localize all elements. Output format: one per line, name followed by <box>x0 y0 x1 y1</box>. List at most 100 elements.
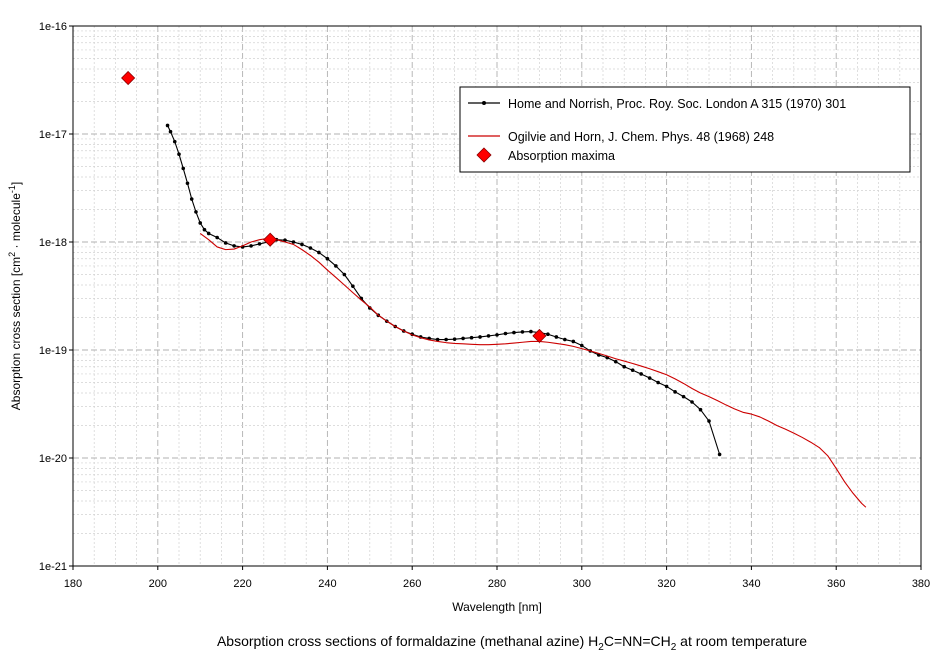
x-tick-label: 380 <box>912 578 930 590</box>
y-tick-label: 1e-21 <box>39 561 67 573</box>
data-point-home-norrish <box>317 250 321 255</box>
data-point-home-norrish <box>249 244 253 248</box>
data-point-home-norrish <box>698 407 703 412</box>
data-point-home-norrish <box>630 368 635 373</box>
y-tick-label: 1e-20 <box>39 453 67 465</box>
axis-ticks: 180 200 220 240 260 280 300 320 340 360 380 1e-21 1e… <box>39 21 930 590</box>
data-point-home-norrish <box>435 337 440 342</box>
x-tick-label: 280 <box>488 578 506 590</box>
chart-caption: Absorption cross sections of formaldazin… <box>217 633 807 653</box>
data-point-home-norrish <box>512 330 516 335</box>
x-tick-label: 260 <box>403 578 421 590</box>
y-axis-title-part: ] <box>9 182 23 185</box>
data-point-home-norrish <box>546 332 550 337</box>
legend-swatch-home-norrish-marker <box>482 101 486 105</box>
y-axis-title: Absorption cross section [cm2 · molecule… <box>7 182 23 410</box>
x-tick-label: 200 <box>149 578 167 590</box>
x-tick-label: 320 <box>657 578 675 590</box>
data-point-home-norrish <box>206 231 211 236</box>
data-point-absorption-maxima <box>532 328 547 343</box>
data-point-absorption-maxima <box>263 232 278 247</box>
legend-label-ogilvie-horn: Ogilvie and Horn, J. Chem. Phys. 48 (196… <box>508 130 774 144</box>
data-point-home-norrish <box>300 242 304 247</box>
x-axis-title: Wavelength [nm] <box>452 600 542 614</box>
y-axis-title-sup: 2 <box>7 252 17 257</box>
data-point-absorption-maxima <box>121 70 136 86</box>
data-point-home-norrish <box>563 337 567 342</box>
data-point-home-norrish <box>571 339 576 344</box>
legend: Home and Norrish, Proc. Roy. Soc. London… <box>459 86 911 173</box>
data-point-home-norrish <box>257 242 262 246</box>
data-point-home-norrish <box>198 221 202 225</box>
data-point-home-norrish <box>613 359 618 364</box>
y-axis-title-part: Absorption cross section [cm <box>9 257 23 410</box>
data-point-home-norrish <box>177 152 181 157</box>
data-point-home-norrish <box>308 246 313 250</box>
data-point-home-norrish <box>165 123 170 128</box>
data-point-home-norrish <box>172 139 177 144</box>
data-point-home-norrish <box>215 235 219 240</box>
x-tick-label: 340 <box>742 578 760 590</box>
y-tick-label: 1e-19 <box>39 345 67 357</box>
y-tick-label: 1e-16 <box>39 21 67 33</box>
x-tick-label: 240 <box>318 578 336 590</box>
data-point-home-norrish <box>232 244 236 248</box>
caption-part: Absorption cross sections of formaldazin… <box>217 633 598 649</box>
data-point-home-norrish <box>690 400 694 404</box>
legend-swatch-absorption-maxima <box>476 147 492 163</box>
x-tick-label: 300 <box>573 578 591 590</box>
data-point-home-norrish <box>181 166 186 171</box>
data-point-home-norrish <box>185 181 190 186</box>
data-point-home-norrish <box>368 306 372 310</box>
data-point-home-norrish <box>334 264 338 268</box>
y-tick-label: 1e-17 <box>39 129 67 141</box>
data-point-home-norrish <box>325 256 330 261</box>
y-tick-label: 1e-18 <box>39 237 67 249</box>
data-point-home-norrish <box>647 376 652 380</box>
series-line-ogilvie-horn <box>199 233 867 508</box>
caption-subscript: 2 <box>598 642 604 653</box>
series-home-norrish <box>165 123 722 457</box>
data-point-home-norrish <box>452 337 457 341</box>
caption-subscript: 2 <box>671 642 677 653</box>
caption-part: C=NN=CH <box>604 633 671 649</box>
caption-part: at room temperature <box>676 633 807 649</box>
data-point-home-norrish <box>656 380 660 385</box>
data-point-home-norrish <box>639 372 643 376</box>
data-point-home-norrish <box>486 334 491 338</box>
series-ogilvie-horn <box>199 233 867 508</box>
data-point-home-norrish <box>580 343 584 348</box>
data-point-home-norrish <box>291 240 296 244</box>
y-axis-title-part: · molecule <box>9 193 23 252</box>
data-point-home-norrish <box>554 335 559 339</box>
legend-label-home-norrish: Home and Norrish, Proc. Roy. Soc. London… <box>508 97 846 111</box>
data-point-home-norrish <box>622 364 626 369</box>
data-point-home-norrish <box>168 129 173 134</box>
data-point-home-norrish <box>717 452 722 457</box>
data-point-home-norrish <box>202 227 207 232</box>
data-point-home-norrish <box>681 394 686 399</box>
data-point-home-norrish <box>520 330 525 334</box>
x-tick-label: 220 <box>233 578 251 590</box>
data-point-home-norrish <box>351 284 355 288</box>
data-point-home-norrish <box>478 335 482 339</box>
data-point-home-norrish <box>673 390 677 394</box>
data-point-home-norrish <box>189 197 194 201</box>
data-point-home-norrish <box>283 238 287 242</box>
data-point-home-norrish <box>503 331 508 336</box>
data-point-home-norrish <box>469 335 474 340</box>
data-point-home-norrish <box>707 419 711 423</box>
series-absorption-maxima <box>121 70 547 343</box>
data-point-home-norrish <box>529 329 533 334</box>
data-point-home-norrish <box>223 241 228 245</box>
data-point-home-norrish <box>194 210 198 214</box>
data-point-home-norrish <box>495 333 499 337</box>
plot-frame <box>72 25 922 567</box>
legend-label-absorption-maxima: Absorption maxima <box>508 149 615 163</box>
data-point-home-norrish <box>461 336 465 341</box>
legend-box <box>459 86 911 173</box>
y-axis-title-sup: -1 <box>7 185 17 193</box>
series-layer <box>121 70 867 508</box>
data-point-home-norrish <box>342 272 347 277</box>
